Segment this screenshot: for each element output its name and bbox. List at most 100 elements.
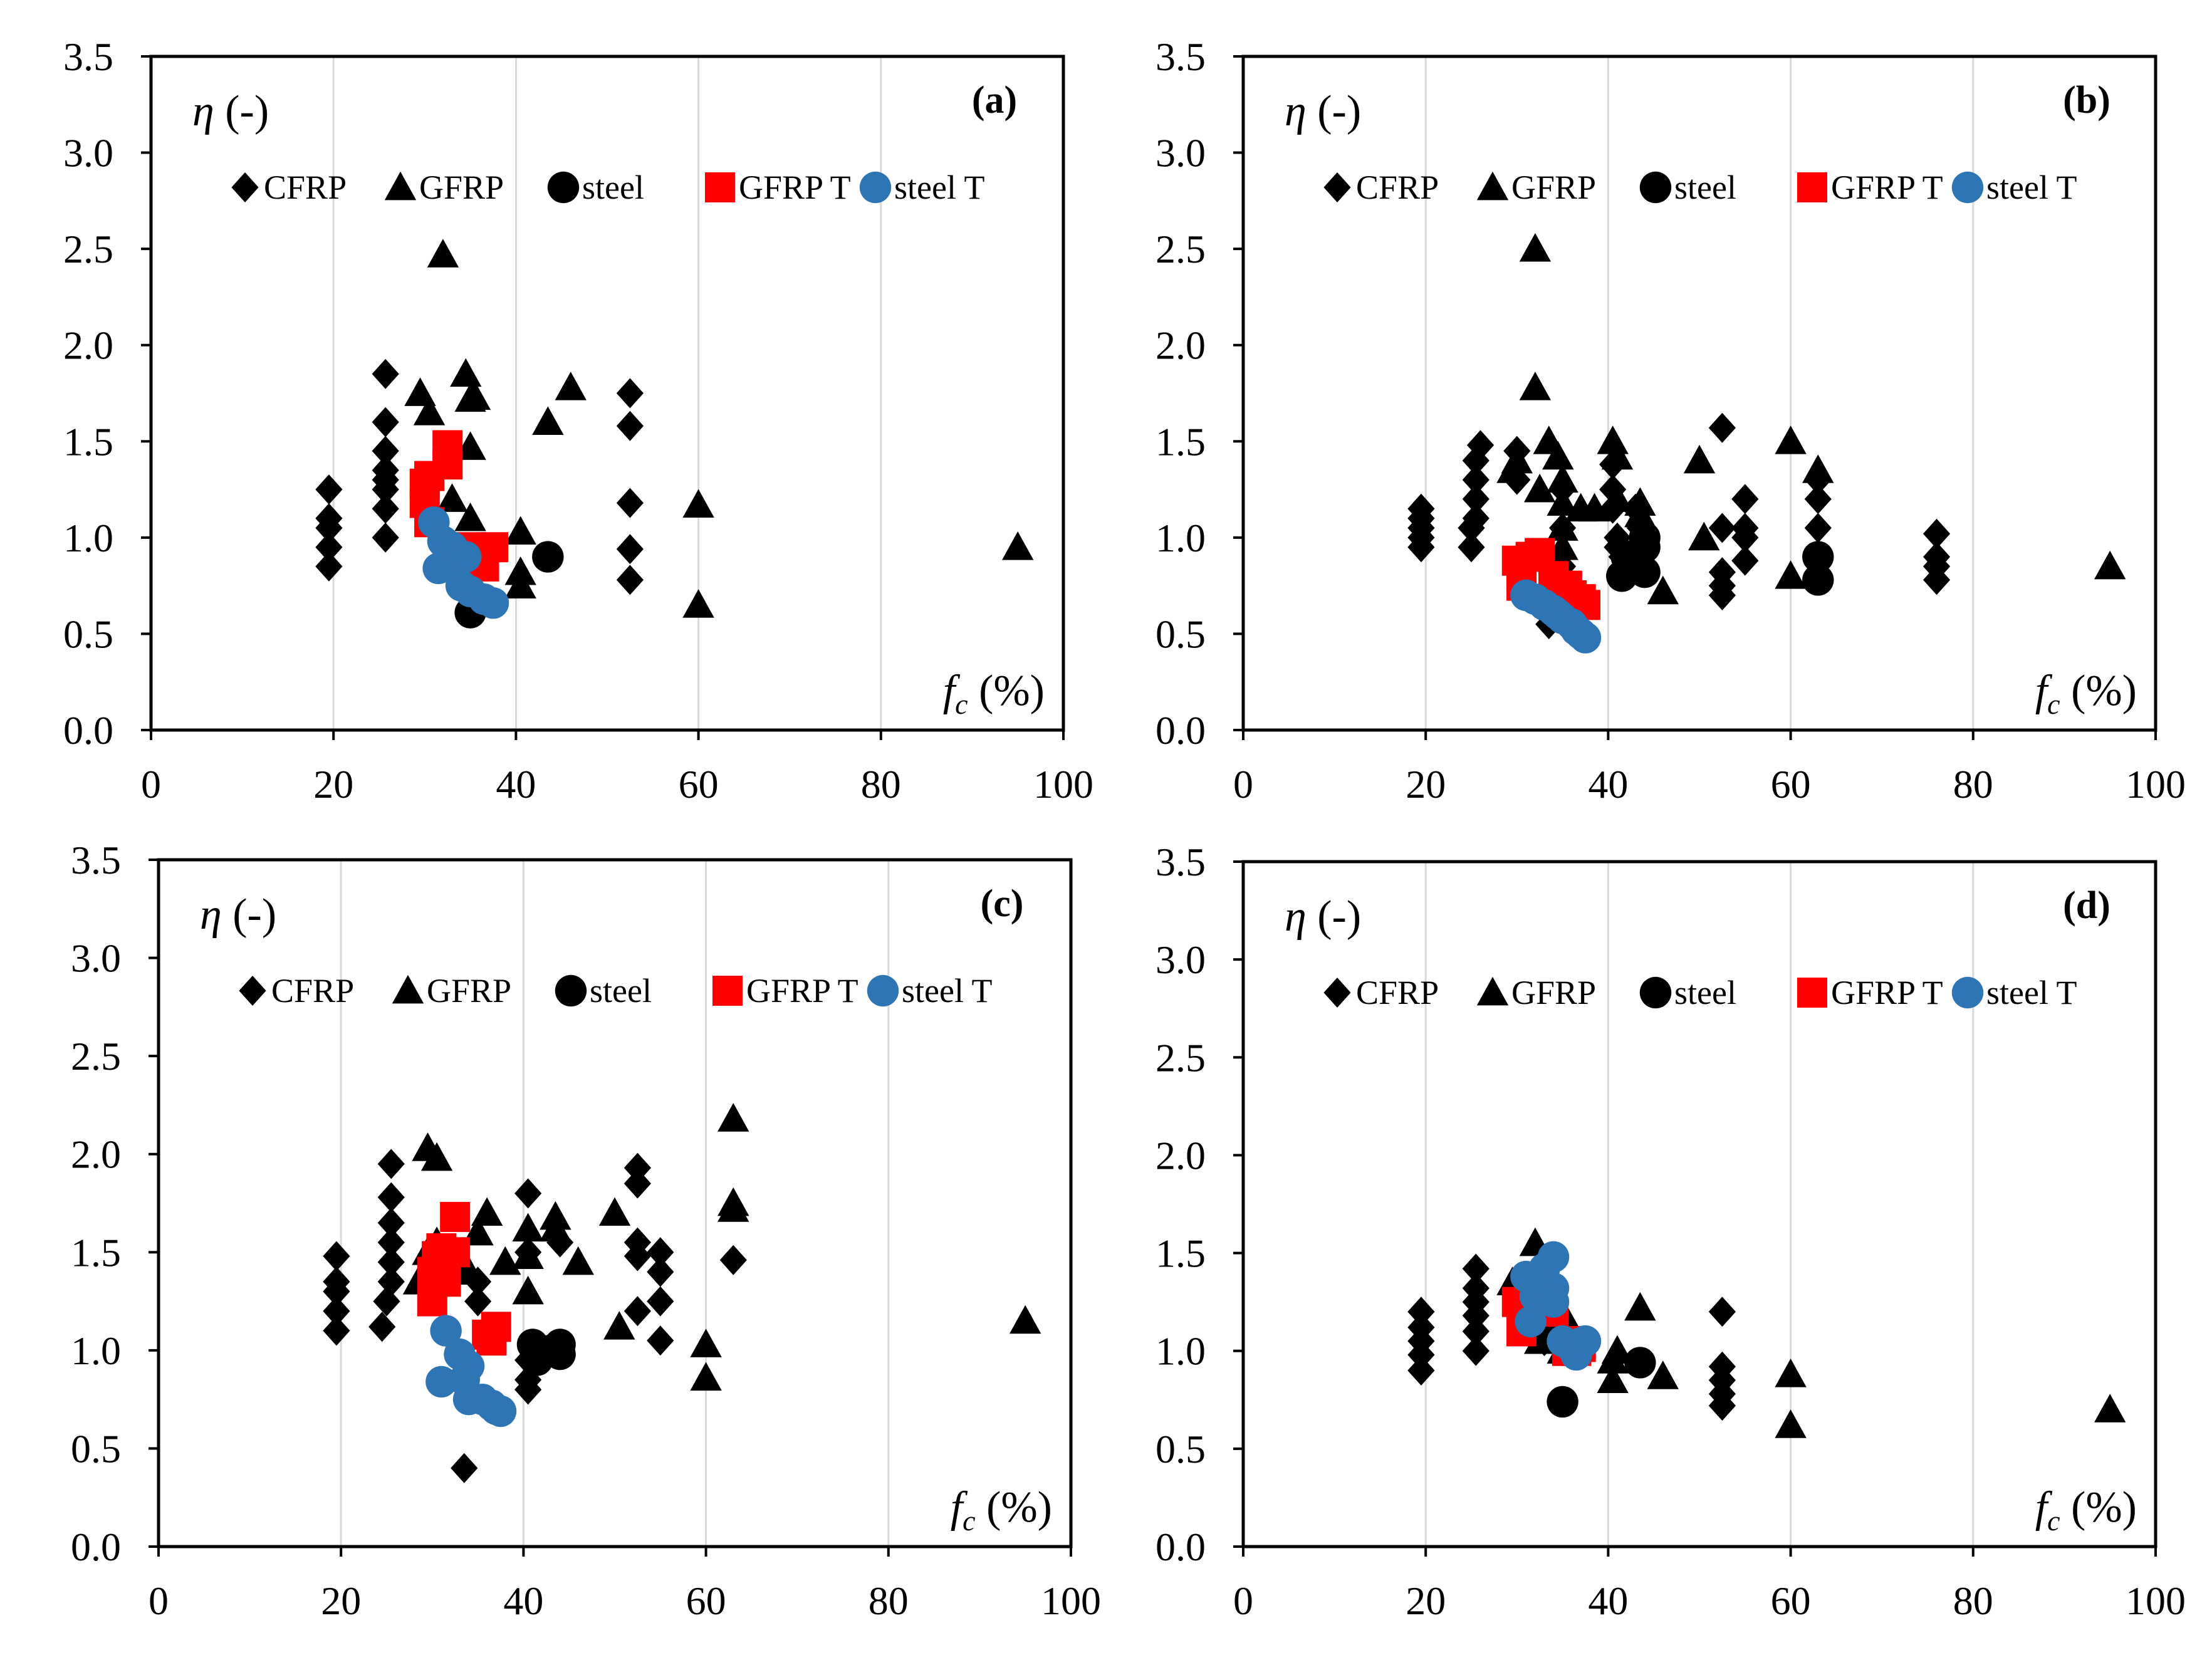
data-point — [1569, 1325, 1602, 1357]
series-steel — [1547, 1347, 1656, 1418]
data-point — [404, 377, 436, 406]
data-point — [1547, 464, 1578, 493]
y-tick-label: 0.5 — [1156, 1427, 1206, 1471]
data-point — [377, 1266, 405, 1297]
data-point — [1647, 1360, 1679, 1389]
data-point — [323, 1315, 350, 1346]
legend-label: GFRP T — [739, 169, 851, 206]
data-point — [1804, 484, 1832, 514]
legend-label: steel T — [1986, 974, 2077, 1011]
data-point — [1731, 522, 1759, 553]
data-point — [514, 1374, 542, 1405]
y-tick-label: 1.0 — [1156, 1329, 1206, 1374]
data-point — [682, 489, 714, 518]
legend-label: steel — [582, 169, 644, 206]
data-point — [432, 449, 463, 480]
legend-label: GFRP T — [1831, 169, 1943, 206]
data-point — [1624, 1292, 1656, 1321]
data-point — [368, 1312, 396, 1342]
y-tick-label: 3.5 — [63, 34, 113, 79]
data-point — [1501, 444, 1533, 474]
legend-marker-steel-t — [1951, 171, 1984, 204]
y-axis-title: η (-) — [192, 87, 269, 135]
x-tick-label: 60 — [686, 1579, 726, 1623]
data-point — [315, 532, 343, 563]
data-point — [540, 1213, 571, 1242]
y-tick-label: 2.0 — [63, 323, 113, 368]
data-point — [1578, 493, 1610, 522]
legend-label: GFRP — [419, 169, 504, 206]
panel-label: (c) — [981, 882, 1024, 925]
y-tick-label: 2.0 — [71, 1132, 121, 1177]
data-point — [315, 474, 343, 505]
data-point — [2094, 1394, 2126, 1423]
data-point — [623, 1168, 651, 1199]
data-point — [2094, 550, 2126, 580]
legend-marker-gfrp — [392, 974, 424, 1004]
plot-frame — [149, 55, 1065, 732]
y-tick-label: 1.0 — [1156, 516, 1206, 560]
data-point — [1802, 454, 1834, 483]
data-point — [430, 1266, 461, 1297]
x-tick-label: 40 — [1588, 1579, 1628, 1623]
data-point — [464, 1286, 492, 1317]
data-point — [315, 551, 343, 582]
data-point — [1519, 232, 1552, 262]
y-tick-label: 3.0 — [1156, 131, 1206, 175]
data-point — [413, 397, 446, 425]
x-tick-label: 60 — [679, 762, 719, 807]
y-tick-label: 1.5 — [63, 419, 113, 464]
legend-label: GFRP — [1511, 974, 1596, 1011]
data-point — [1407, 1312, 1435, 1343]
data-point — [1775, 1409, 1807, 1438]
data-point — [1462, 484, 1489, 514]
legend-label: CFRP — [271, 972, 354, 1010]
y-tick-label: 3.0 — [1156, 937, 1206, 982]
data-point — [1569, 622, 1602, 654]
legend-label: steel — [1674, 974, 1736, 1011]
data-point — [1601, 1335, 1634, 1364]
data-point — [717, 1103, 749, 1132]
plot-frame — [1241, 860, 2157, 1548]
x-axis-title: fc (%) — [2035, 667, 2137, 720]
data-point — [448, 1364, 480, 1396]
y-tick-label: 0.5 — [71, 1426, 121, 1471]
x-tick-label: 100 — [1041, 1579, 1101, 1623]
chart-panel-1: 0 20 40 60 80 100 0.0 0.5 1.0 1.5 2.0 2.5 3.0 3.5 η (-… — [63, 34, 1093, 807]
data-point — [372, 493, 399, 524]
data-point — [478, 532, 508, 563]
legend-label: steel — [590, 972, 652, 1010]
data-point — [459, 381, 491, 410]
legend-marker-gfrp-t — [1797, 978, 1827, 1008]
data-point — [440, 1237, 471, 1268]
legend-marker-gfrp-t — [1797, 172, 1827, 202]
y-tick-label: 0.0 — [1156, 1525, 1206, 1569]
legend-label: GFRP — [427, 972, 511, 1010]
data-point — [1542, 441, 1574, 470]
data-point — [717, 1193, 749, 1222]
data-point — [603, 1311, 635, 1340]
data-point — [1601, 483, 1634, 512]
data-point — [1519, 372, 1552, 400]
legend-label: steel T — [902, 972, 992, 1010]
y-tick-label: 0.0 — [63, 708, 113, 753]
y-axis-title: η (-) — [1285, 892, 1361, 941]
data-point — [1547, 512, 1578, 541]
y-tick-label: 3.0 — [71, 936, 121, 981]
series-gfrp — [404, 239, 1034, 618]
data-point — [440, 1201, 471, 1232]
x-tick-label: 100 — [2126, 1579, 2186, 1623]
data-point — [1775, 425, 1807, 454]
data-point — [504, 516, 536, 545]
x-tick-label: 40 — [496, 762, 536, 807]
y-tick-label: 1.0 — [63, 516, 113, 560]
data-point — [372, 407, 399, 437]
data-point — [647, 1325, 674, 1356]
legend-marker-steel — [1639, 976, 1672, 1009]
legend-label: GFRP T — [746, 972, 858, 1010]
data-point — [1601, 441, 1634, 470]
data-point — [1462, 1273, 1489, 1303]
data-point — [616, 378, 644, 409]
data-point — [377, 1246, 405, 1277]
data-point — [323, 1241, 350, 1271]
